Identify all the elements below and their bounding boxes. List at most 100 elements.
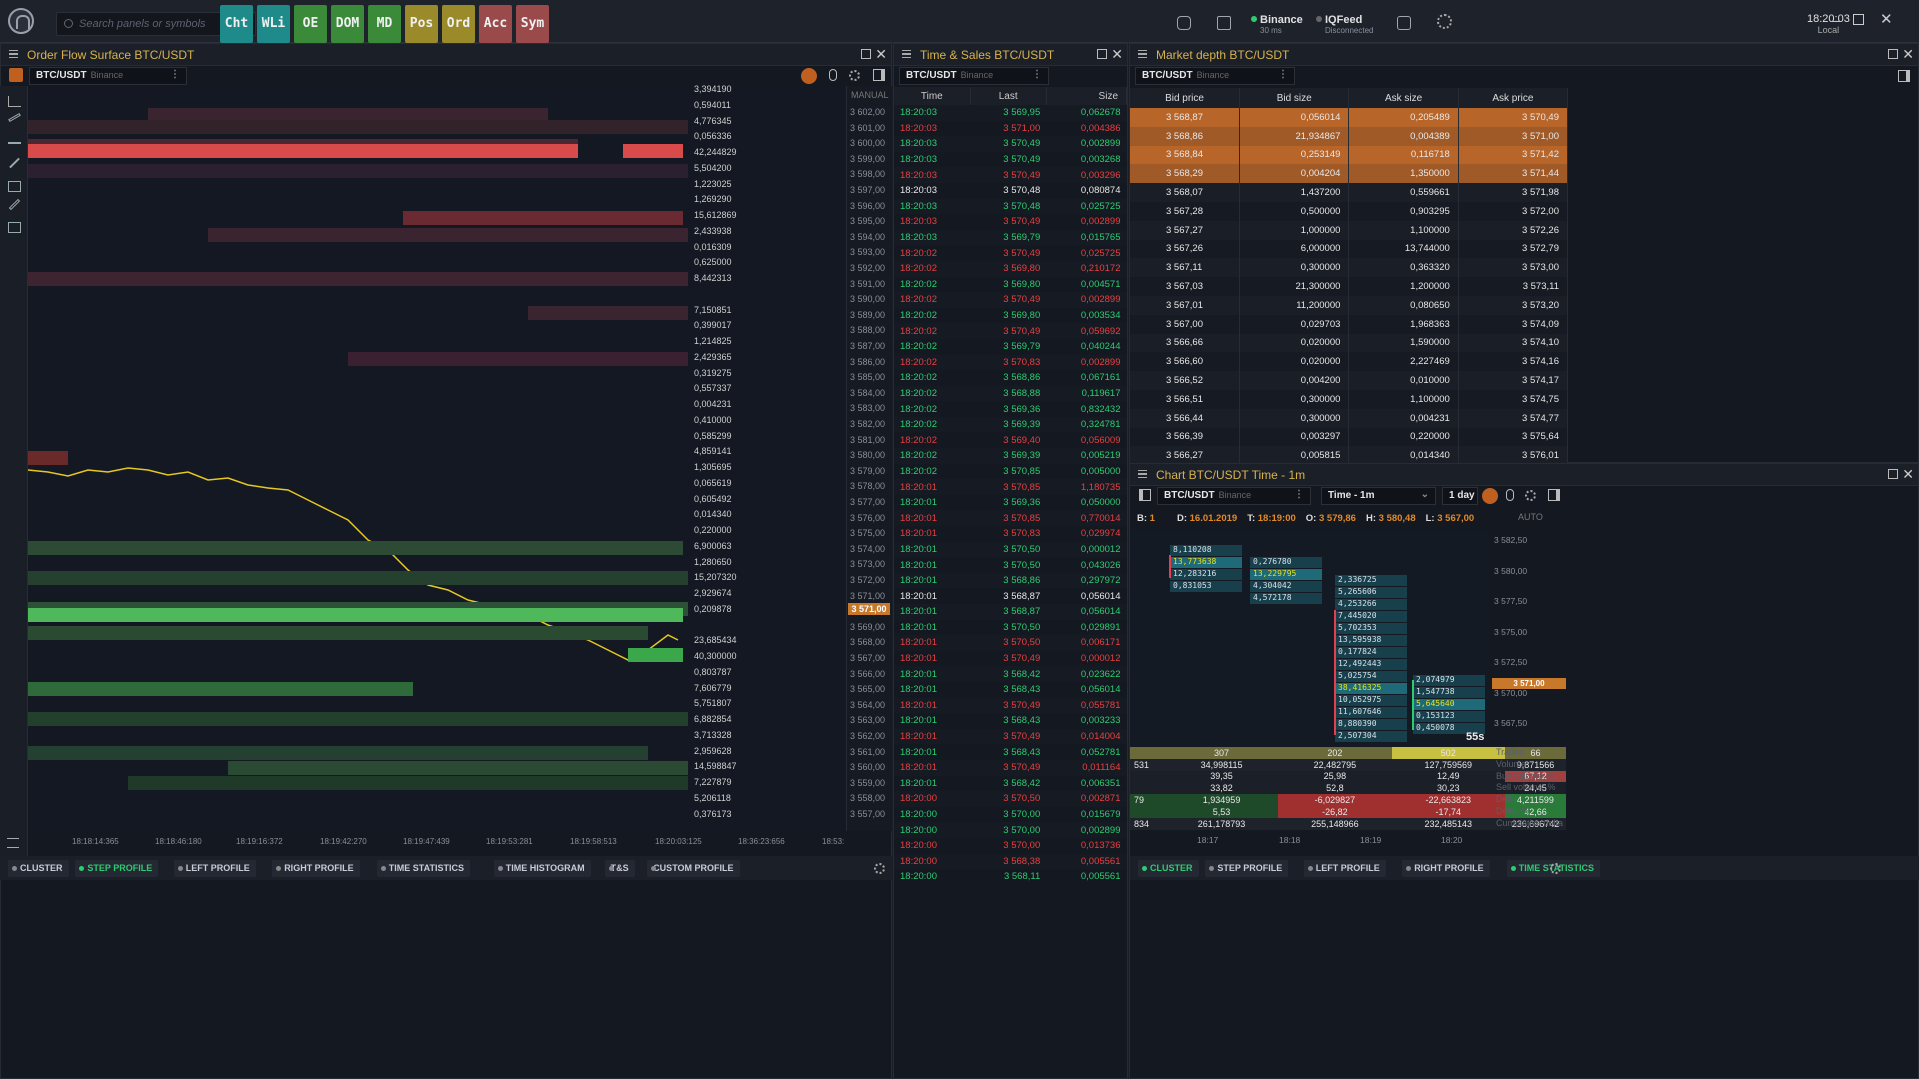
ask-price: 3 573,20 xyxy=(1458,295,1569,315)
trade-size: 0,004571 xyxy=(1080,278,1121,290)
trend-line-icon[interactable] xyxy=(9,157,20,169)
bar-chart-icon[interactable] xyxy=(8,96,21,107)
chart-tab-left-profile[interactable]: LEFT PROFILE xyxy=(1303,860,1386,877)
maximize-icon[interactable] xyxy=(1853,14,1864,25)
toolbar-button-pos[interactable]: Pos xyxy=(405,5,438,43)
sidebar-toggle-icon[interactable] xyxy=(1139,489,1151,501)
manual-label[interactable]: MANUAL xyxy=(851,90,889,100)
list-icon[interactable] xyxy=(7,838,19,848)
chart-tab-step-profile[interactable]: STEP PROFILE xyxy=(1205,860,1289,877)
md-header-bid-size[interactable]: Bid size xyxy=(1239,88,1350,108)
chat-icon[interactable] xyxy=(1397,16,1411,30)
ofs-tab-right-profile[interactable]: RIGHT PROFILE xyxy=(272,860,360,877)
close-icon[interactable]: ✕ xyxy=(875,46,887,62)
mouse-icon[interactable] xyxy=(1506,489,1514,501)
toolbar-button-oe[interactable]: OE xyxy=(294,5,327,43)
toolbar-button-wli[interactable]: WLi xyxy=(257,5,290,43)
stat-cell: 531 xyxy=(1130,758,1165,771)
symbol-selector[interactable]: BTC/USDT Binance ⋮ xyxy=(29,67,187,85)
trade-size: 0,011164 xyxy=(1082,762,1121,774)
link-icon[interactable] xyxy=(9,68,23,82)
range-select[interactable]: 1 day xyxy=(1442,487,1478,505)
bid-size: 0,020000 xyxy=(1239,333,1350,353)
ofs-tab-t-s[interactable]: T&S xyxy=(604,860,635,877)
sync-icon[interactable] xyxy=(1482,488,1498,504)
ts-header-last[interactable]: Last xyxy=(970,87,1047,105)
settings-icon[interactable] xyxy=(874,863,885,874)
toolbar-button-acc[interactable]: Acc xyxy=(479,5,512,43)
iqfeed-status[interactable]: IQFeed Disconnected xyxy=(1325,14,1374,35)
stat-cell xyxy=(1130,805,1165,818)
toolbar-button-ord[interactable]: Ord xyxy=(442,5,475,43)
md-header-ask-price[interactable]: Ask price xyxy=(1458,88,1569,108)
maximize-icon[interactable] xyxy=(1097,49,1107,59)
toolbar-button-sym[interactable]: Sym xyxy=(516,5,549,43)
ofs-tab-step-profile[interactable]: STEP PROFILE xyxy=(75,860,159,877)
trade-time: 18:20:03 xyxy=(900,185,937,197)
settings-icon[interactable] xyxy=(849,70,860,81)
horizontal-line-icon[interactable] xyxy=(8,142,21,144)
rectangle-icon[interactable] xyxy=(8,181,21,192)
md-header-ask-size[interactable]: Ask size xyxy=(1348,88,1459,108)
settings-icon[interactable] xyxy=(1525,490,1536,501)
menu-icon[interactable] xyxy=(1138,50,1147,58)
heatmap-band xyxy=(623,144,683,158)
stat-cell: 33,82 xyxy=(1210,783,1233,794)
lock-icon[interactable] xyxy=(1177,16,1191,30)
cluster-chart-area[interactable]: 8,110208 13,773638 12,283216 0,831053 0,2767… xyxy=(1130,530,1490,746)
volume-profile-icon[interactable] xyxy=(8,222,21,233)
maximize-icon[interactable] xyxy=(1888,469,1898,479)
menu-icon[interactable] xyxy=(902,50,911,58)
menu-icon[interactable] xyxy=(1138,470,1147,478)
sidebar-toggle-icon[interactable] xyxy=(1898,70,1910,82)
ts-header-time[interactable]: Time xyxy=(894,87,971,105)
ofs-tab-left-profile[interactable]: LEFT PROFILE xyxy=(173,860,256,877)
sidebar-toggle-icon[interactable] xyxy=(873,69,885,81)
price-label: 3 559,00 xyxy=(850,777,886,788)
sync-icon[interactable] xyxy=(801,68,817,84)
mouse-icon[interactable] xyxy=(829,69,837,81)
toolbar-button-md[interactable]: MD xyxy=(368,5,401,43)
price-label: 3 576,00 xyxy=(850,512,886,523)
volume-label: 0,557337 xyxy=(694,383,732,394)
ofs-tab-custom-profile[interactable]: CUSTOM PROFILE xyxy=(647,860,740,877)
minimize-icon[interactable]: – xyxy=(1832,12,1840,28)
panel-title: Order Flow Surface BTC/USDT xyxy=(27,48,195,62)
symbol-selector[interactable]: BTC/USDT Binance ⋮ xyxy=(1157,487,1311,505)
toolbar-button-cht[interactable]: Cht xyxy=(220,5,253,43)
close-icon[interactable]: ✕ xyxy=(1902,46,1914,62)
bid-size: 0,500000 xyxy=(1239,201,1350,221)
close-icon[interactable]: ✕ xyxy=(1902,466,1914,482)
ofs-tab-time-histogram[interactable]: TIME HISTOGRAM xyxy=(493,860,591,877)
trade-price: 3 568,38 xyxy=(1003,855,1041,867)
symbol-selector[interactable]: BTC/USDT Binance ⋮ xyxy=(1135,67,1295,85)
stat-label: Delta xyxy=(1496,794,1518,805)
settings-icon[interactable] xyxy=(1550,863,1561,874)
auto-scale-label[interactable]: AUTO xyxy=(1518,512,1543,522)
close-icon[interactable]: ✕ xyxy=(1880,11,1893,28)
toolbar-button-dom[interactable]: DOM xyxy=(331,5,364,43)
binance-status[interactable]: Binance 30 ms xyxy=(1260,14,1303,35)
ofs-tab-cluster[interactable]: CLUSTER xyxy=(8,860,69,877)
pencil-icon[interactable] xyxy=(8,112,21,123)
price-axis[interactable] xyxy=(846,86,892,831)
timeframe-select[interactable]: Time - 1m ⌄ xyxy=(1321,487,1436,505)
menu-icon[interactable] xyxy=(9,50,18,58)
ofs-tab-time-statistics[interactable]: TIME STATISTICS xyxy=(376,860,470,877)
maximize-icon[interactable] xyxy=(1888,49,1898,59)
close-icon[interactable]: ✕ xyxy=(1111,46,1123,62)
layout-icon[interactable] xyxy=(1217,16,1231,30)
symbol-selector[interactable]: BTC/USDT Binance ⋮ xyxy=(899,67,1049,85)
chart-tab-right-profile[interactable]: RIGHT PROFILE xyxy=(1402,860,1490,877)
time-label: 18:19:42:270 xyxy=(320,837,367,846)
order-flow-surface[interactable] xyxy=(28,86,848,831)
app-logo[interactable] xyxy=(8,8,34,34)
chart-tab-cluster[interactable]: CLUSTER xyxy=(1138,860,1199,877)
md-header-bid-price[interactable]: Bid price xyxy=(1130,88,1241,108)
ts-header-size[interactable]: Size xyxy=(1046,87,1128,105)
maximize-icon[interactable] xyxy=(861,49,871,59)
ruler-icon[interactable] xyxy=(8,198,21,211)
trade-row: 18:20:03 3 569,95 0,062678 xyxy=(894,105,1127,121)
sidebar-toggle-icon[interactable] xyxy=(1548,489,1560,501)
settings-icon[interactable] xyxy=(1437,14,1452,29)
